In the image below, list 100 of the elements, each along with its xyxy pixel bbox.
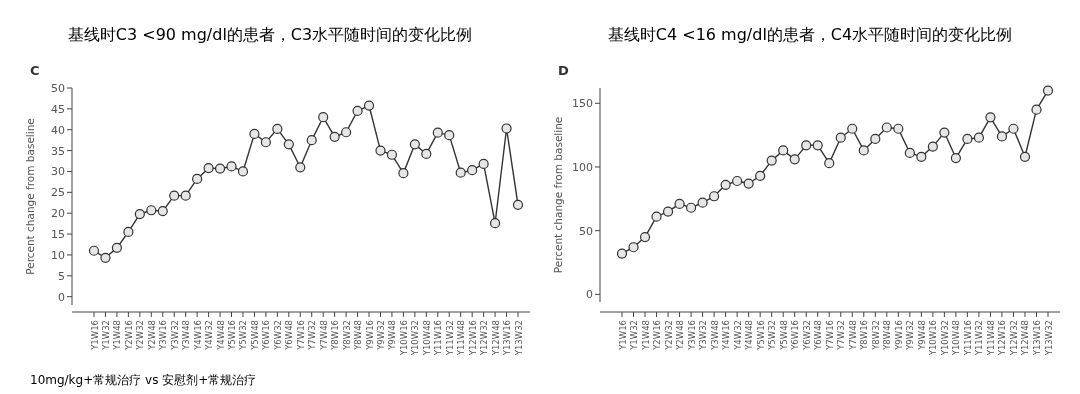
x-tick-label: Y7W48	[847, 320, 858, 351]
x-tick-label: Y4W16	[721, 320, 732, 351]
x-tick-label: Y12W48	[1020, 320, 1031, 357]
point	[214, 163, 226, 174]
point	[628, 242, 639, 253]
x-tick-label: Y8W16	[330, 320, 341, 351]
point	[651, 211, 662, 222]
x-tick-label: Y13W32	[1043, 320, 1054, 357]
x-tick-label: Y12W32	[479, 320, 490, 357]
point	[709, 191, 720, 202]
point	[306, 135, 317, 146]
x-tick-label: Y9W32	[375, 320, 386, 351]
x-tick-label: Y5W48	[778, 320, 789, 351]
x-tick-label: Y2W32	[135, 320, 146, 351]
point	[352, 105, 363, 117]
point	[226, 161, 237, 172]
point	[489, 218, 501, 229]
point	[973, 132, 985, 143]
x-tick-label: Y6W32	[801, 320, 812, 351]
point	[685, 202, 697, 213]
point	[203, 163, 214, 174]
point	[720, 179, 731, 190]
x-tick-label: Y3W16	[158, 320, 169, 351]
point	[858, 145, 869, 156]
point	[169, 190, 180, 201]
point	[398, 168, 409, 179]
x-tick-label: Y11W48	[985, 320, 996, 357]
point	[778, 145, 789, 156]
point	[893, 123, 904, 134]
point	[1042, 85, 1054, 96]
x-tick-label: Y4W32	[204, 320, 215, 351]
x-tick-label: Y2W32	[663, 320, 674, 351]
x-tick-label: Y3W32	[169, 320, 180, 351]
point	[100, 252, 111, 263]
x-tick-label: Y4W16	[192, 320, 203, 351]
y-axis-title: Percent change from baseline	[24, 118, 36, 275]
x-tick-label: Y10W32	[939, 320, 950, 357]
point	[421, 148, 432, 160]
point	[467, 165, 478, 176]
chart-title: 基线时C3 <90 mg/dl的患者，C3水平随时间的变化比例	[67, 25, 473, 44]
x-tick-label: Y11W32	[974, 320, 985, 357]
x-tick-label: Y7W32	[307, 320, 318, 351]
point	[801, 140, 812, 151]
point	[260, 137, 271, 148]
point	[455, 167, 466, 178]
x-tick-label: Y5W32	[767, 320, 778, 351]
x-tick-label: Y10W32	[410, 320, 421, 357]
point	[146, 205, 157, 216]
x-tick-label: Y13W16	[502, 320, 513, 357]
point	[916, 151, 927, 162]
text: 10mg/kg+常规治疗 vs 安慰剂+常规治疗	[30, 373, 257, 387]
point	[939, 127, 950, 138]
x-tick-label: Y8W32	[341, 320, 352, 351]
point	[835, 132, 846, 143]
x-tick-label: Y2W16	[123, 320, 134, 351]
x-tick-label: Y8W32	[870, 320, 881, 351]
point	[363, 100, 375, 111]
x-tick-label: Y10W16	[398, 320, 409, 357]
y-axis-title: Percent change from baseline	[552, 116, 564, 274]
point	[950, 152, 961, 164]
x-tick-label: Y3W48	[709, 320, 720, 351]
point	[295, 162, 306, 173]
point	[180, 190, 191, 201]
y-tick-label: 0	[58, 290, 65, 304]
x-tick-label: Y4W48	[215, 320, 226, 351]
x-tick-label: Y13W32	[513, 320, 524, 357]
x-tick-label: Y6W16	[261, 320, 272, 351]
x-tick-label: Y2W16	[652, 320, 663, 351]
x-tick-label: Y10W48	[951, 320, 962, 357]
x-tick-label: Y3W48	[181, 320, 192, 351]
y-tick-label: 100	[572, 160, 593, 174]
text: C	[30, 63, 40, 78]
point	[111, 242, 123, 253]
x-tick-label: Y4W48	[744, 320, 755, 351]
x-tick-label: Y8W48	[353, 320, 364, 351]
y-tick-label: 50	[51, 82, 65, 95]
x-tick-label: Y1W48	[112, 320, 123, 351]
x-tick-label: Y6W48	[284, 320, 295, 351]
x-tick-label: Y2W48	[675, 320, 686, 351]
point	[674, 198, 685, 210]
x-tick-label: Y13W16	[1031, 320, 1042, 357]
x-tick-label: Y3W16	[686, 320, 697, 351]
x-tick-label: Y9W16	[893, 320, 904, 351]
x-tick-label: Y11W48	[456, 320, 467, 357]
x-tick-label: Y6W48	[813, 320, 824, 351]
x-tick-label: Y5W48	[249, 320, 260, 351]
x-tick-label: Y10W48	[421, 320, 432, 357]
point	[732, 175, 743, 187]
point	[789, 154, 800, 165]
x-tick-label: Y2W48	[146, 320, 157, 351]
point	[123, 226, 134, 238]
point	[766, 155, 777, 166]
x-tick-label: Y10W16	[928, 320, 939, 357]
y-tick-label: 20	[51, 207, 65, 221]
point	[697, 197, 708, 208]
point	[870, 133, 881, 145]
point	[927, 141, 938, 152]
x-tick-label: Y12W16	[997, 320, 1008, 357]
point	[662, 206, 674, 217]
point	[88, 245, 100, 256]
